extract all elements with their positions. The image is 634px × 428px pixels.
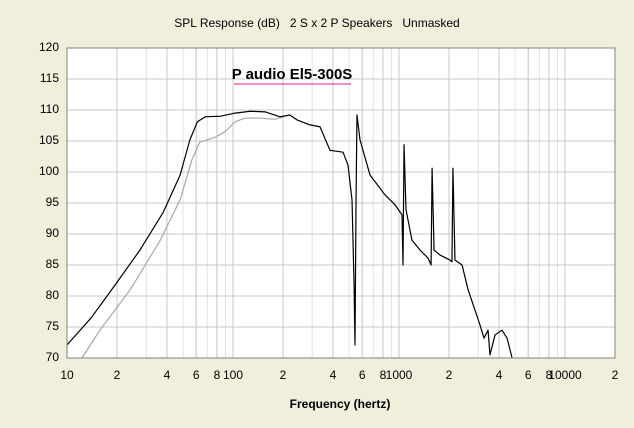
x-tick-label: 100 (223, 368, 243, 382)
x-tick-label: 8 (380, 368, 387, 382)
y-tick-label: 95 (46, 195, 60, 209)
annotation: P audio El5-300S (232, 66, 353, 83)
x-tick-label: 8 (214, 368, 221, 382)
y-tick-label: 70 (46, 350, 60, 364)
y-tick-label: 100 (39, 164, 59, 178)
plot-frame (66, 47, 616, 359)
x-tick-label: 4 (164, 368, 171, 382)
y-tick-label: 105 (39, 133, 59, 147)
y-tick-label: 120 (39, 40, 59, 54)
x-tick-label: 6 (359, 368, 366, 382)
x-tick-label: 2 (612, 368, 619, 382)
y-tick-label: 75 (46, 319, 60, 333)
x-tick-label: 6 (525, 368, 532, 382)
y-tick-label: 90 (46, 226, 60, 240)
x-tick-label: 2 (280, 368, 287, 382)
y-tick-label: 85 (46, 257, 60, 271)
series-line (66, 110, 513, 359)
x-tick-label: 10000 (548, 368, 582, 382)
x-tick-label: 10 (60, 368, 74, 382)
x-tick-label: 6 (193, 368, 200, 382)
y-tick-label: 80 (46, 288, 60, 302)
series (66, 110, 513, 359)
x-tick-label: 8 (546, 368, 553, 382)
chart-title: SPL Response (dB) 2 S x 2 P Speakers Unm… (174, 16, 459, 30)
x-tick-label: 1000 (386, 368, 413, 382)
x-tick-label: 4 (496, 368, 503, 382)
series-line (81, 114, 291, 359)
y-tick-label: 110 (40, 102, 59, 116)
x-tick-label: 2 (114, 368, 121, 382)
x-axis-label: Frequency (hertz) (290, 397, 391, 411)
x-tick-label: 2 (446, 368, 453, 382)
y-tick-label: 115 (40, 71, 59, 85)
x-tick-label: 4 (330, 368, 337, 382)
